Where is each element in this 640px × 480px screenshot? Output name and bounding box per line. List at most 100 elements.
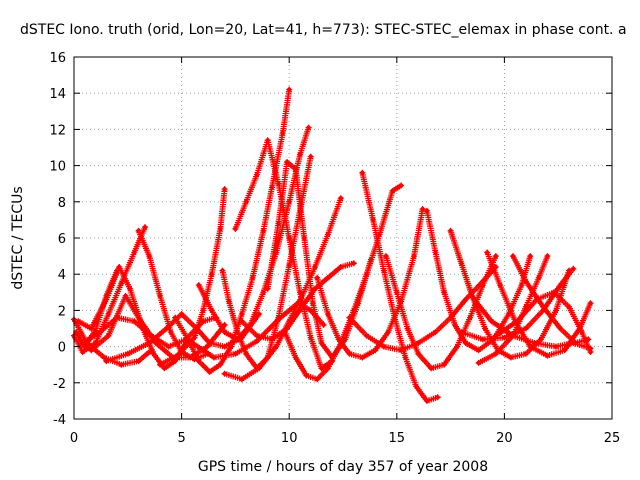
data-point: [394, 290, 399, 295]
data-point: [347, 315, 352, 320]
data-point: [351, 308, 356, 313]
data-point: [73, 329, 79, 335]
data-point: [123, 293, 128, 299]
data-point: [424, 208, 430, 214]
data-point: [302, 235, 307, 241]
data-point: [119, 362, 124, 367]
data-point: [360, 170, 365, 176]
data-point: [325, 366, 331, 371]
data-point: [269, 185, 275, 190]
data-point: [312, 264, 318, 270]
data-point: [338, 264, 344, 270]
data-point: [136, 228, 141, 233]
data-point: [588, 349, 593, 355]
data-point: [222, 329, 227, 335]
data-point: [523, 351, 529, 357]
data-point: [78, 342, 83, 347]
y-tick-label: 6: [58, 232, 66, 247]
data-point: [562, 348, 567, 353]
data-point: [540, 304, 546, 309]
data-point: [218, 226, 223, 232]
series-track: [172, 86, 293, 375]
data-point: [469, 293, 475, 299]
data-point: [416, 351, 421, 357]
data-point: [235, 337, 240, 342]
data-point: [416, 340, 421, 346]
data-point: [551, 290, 557, 295]
data-point: [308, 154, 313, 159]
data-point: [222, 371, 227, 376]
data-point: [293, 355, 298, 360]
data-point: [312, 286, 318, 291]
y-tick-label: 4: [58, 268, 66, 283]
data-point: [209, 272, 214, 277]
data-point: [233, 351, 238, 357]
data-point: [528, 344, 533, 349]
x-tick-label: 15: [389, 431, 406, 446]
data-point: [508, 355, 514, 360]
data-point: [413, 384, 419, 389]
data-point: [364, 333, 369, 338]
data-point: [297, 152, 303, 157]
data-point: [325, 311, 331, 317]
data-point: [319, 340, 324, 346]
series-track: [492, 289, 594, 355]
data-point: [80, 349, 85, 355]
series-track: [359, 169, 441, 404]
data-point: [545, 353, 550, 358]
data-point: [104, 358, 109, 364]
data-point: [282, 329, 288, 335]
y-tick-label: 2: [58, 304, 66, 319]
data-point: [588, 300, 593, 306]
data-point: [308, 335, 313, 340]
data-point: [579, 329, 585, 335]
x-axis-label: GPS time / hours of day 357 of year 2008: [198, 459, 488, 475]
data-point: [538, 337, 544, 342]
data-point: [168, 329, 174, 335]
data-point: [523, 279, 529, 284]
data-point: [558, 326, 563, 331]
data-point: [398, 348, 404, 353]
data-point: [97, 329, 103, 335]
data-point: [493, 253, 498, 259]
data-point: [424, 398, 430, 404]
data-point: [325, 232, 331, 237]
y-tick-label: 14: [49, 87, 66, 102]
data-point: [287, 262, 292, 268]
data-point: [164, 326, 169, 331]
data-point: [132, 250, 137, 255]
data-point: [151, 351, 156, 357]
data-point: [89, 326, 94, 331]
data-point: [119, 281, 124, 286]
data-point: [403, 355, 408, 360]
data-point: [304, 373, 309, 378]
data-point: [463, 297, 468, 302]
data-point: [136, 315, 141, 320]
data-point: [190, 340, 195, 346]
x-ticks: 0 5 10 15 20 25: [70, 57, 620, 446]
data-point: [106, 311, 111, 317]
data-point: [149, 333, 154, 338]
data-point: [459, 261, 464, 266]
data-point: [125, 351, 130, 357]
data-point: [314, 376, 320, 382]
data-point: [89, 348, 94, 353]
data-point: [553, 308, 559, 313]
data-point: [392, 315, 397, 320]
data-point: [287, 87, 292, 92]
y-tick-label: 10: [49, 160, 66, 175]
data-point: [183, 337, 189, 342]
data-point: [147, 253, 152, 259]
data-point: [482, 326, 488, 331]
x-tick-label: 0: [70, 431, 78, 446]
data-point: [381, 268, 387, 273]
data-point: [222, 186, 227, 192]
data-point: [239, 311, 245, 317]
data-point: [571, 340, 576, 346]
data-point: [136, 358, 141, 364]
data-point: [433, 329, 438, 335]
data-point: [293, 167, 298, 172]
series-track: [195, 124, 312, 343]
data-point: [351, 261, 356, 266]
data-point: [360, 355, 365, 360]
